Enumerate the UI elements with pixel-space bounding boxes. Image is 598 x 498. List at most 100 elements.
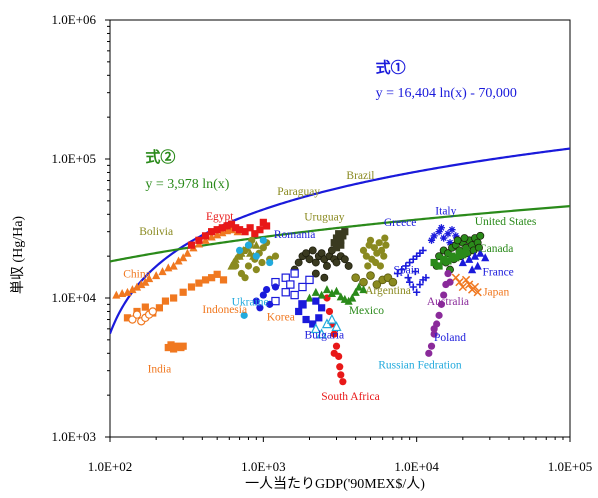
- point-canada: [459, 251, 467, 259]
- y-tick-label: 1.0E+03: [51, 429, 96, 444]
- point-spain: [422, 274, 430, 282]
- point-mexico: [359, 285, 368, 294]
- point-korea: [259, 291, 267, 299]
- y-tick-label: 1.0E+06: [51, 12, 96, 27]
- point-brazil: [380, 252, 388, 260]
- point-france: [468, 265, 477, 274]
- x-tick-label: 1.0E+03: [241, 459, 286, 474]
- point-mexico: [336, 292, 345, 301]
- point-egypt: [218, 224, 226, 232]
- point-south-africa: [339, 378, 347, 386]
- point-russian-fedration: [331, 321, 342, 332]
- point-italy: [435, 228, 443, 236]
- label-brazil: Brazil: [346, 170, 374, 182]
- point-australia: [444, 269, 452, 278]
- point-uruguay-sq: [337, 241, 345, 249]
- point-japan: [473, 288, 482, 297]
- label-uruguay: Uruguay: [304, 212, 344, 224]
- point-egypt: [227, 220, 236, 228]
- point-paraguay: [241, 246, 249, 255]
- point-indonesia: [161, 297, 170, 305]
- point-uruguay-sq: [330, 239, 338, 247]
- point-australia: [430, 325, 438, 333]
- data-points: [112, 218, 490, 386]
- point-australia: [446, 278, 454, 286]
- point-united-states: [476, 231, 485, 240]
- point-brazil: [359, 246, 368, 255]
- point-france: [458, 258, 467, 267]
- point-united-states: [453, 236, 462, 245]
- point-bulgaria: [312, 297, 320, 305]
- point-uruguay: [340, 255, 349, 264]
- point-china: [201, 235, 210, 244]
- point-mexico: [332, 286, 341, 295]
- point-canada: [452, 254, 460, 262]
- point-uruguay: [294, 258, 303, 267]
- point-spain: [413, 288, 421, 296]
- point-china: [207, 232, 216, 241]
- point-egypt: [246, 224, 254, 232]
- equation-label-1: 式①: [376, 58, 406, 76]
- point-greece: [393, 269, 402, 278]
- point-china: [158, 267, 167, 276]
- point-italy: [437, 224, 446, 232]
- point-south-africa: [330, 330, 338, 338]
- point-romania: [271, 296, 280, 306]
- label-france: France: [483, 267, 514, 279]
- point-egypt: [241, 228, 249, 236]
- point-mexico: [327, 288, 336, 297]
- label-spain: Spain: [394, 265, 420, 277]
- point-china: [213, 230, 222, 239]
- point-greece: [419, 246, 427, 255]
- point-romania: [286, 280, 295, 289]
- label-india: India: [148, 364, 172, 376]
- point-egypt: [232, 224, 240, 232]
- point-egypt: [208, 228, 216, 236]
- point-italy: [440, 234, 448, 242]
- point-brazil: [375, 239, 383, 247]
- point-greece: [404, 274, 412, 282]
- point-paraguay: [271, 252, 280, 260]
- point-uruguay: [311, 269, 320, 278]
- x-axis-label: 一人当たりGDP('90MEX$/人): [245, 476, 425, 492]
- point-mexico: [317, 290, 326, 299]
- label-egypt: Egypt: [206, 211, 234, 223]
- point-spain: [416, 280, 424, 289]
- point-romania: [305, 275, 314, 285]
- label-greece: Greece: [384, 217, 417, 229]
- point-russian-fedration: [310, 323, 321, 334]
- point-spain: [409, 283, 417, 291]
- point-bulgaria: [298, 300, 307, 308]
- point-ukraine: [240, 311, 248, 319]
- point-japan: [458, 282, 467, 292]
- point-russian-fedration: [316, 328, 327, 339]
- label-australia: Australia: [427, 296, 469, 308]
- point-uruguay: [311, 258, 320, 267]
- point-indonesia: [123, 314, 132, 322]
- point-bulgaria: [302, 315, 310, 324]
- point-greece: [411, 267, 419, 276]
- point-china: [174, 256, 183, 265]
- point-egypt: [235, 226, 244, 234]
- label-korea: Korea: [267, 311, 295, 323]
- point-ukraine: [244, 241, 253, 249]
- point-south-africa: [332, 342, 341, 350]
- point-greece: [398, 266, 406, 274]
- point-japan: [461, 275, 471, 285]
- point-south-africa: [337, 371, 345, 379]
- point-france: [465, 254, 474, 263]
- point-italy: [452, 232, 460, 240]
- label-south-africa: South Africa: [321, 391, 379, 403]
- point-romania: [281, 273, 290, 282]
- point-brazil: [382, 241, 390, 249]
- point-india: [179, 342, 187, 350]
- point-france: [476, 248, 485, 257]
- label-mexico: Mexico: [349, 305, 384, 317]
- point-mexico: [311, 287, 320, 296]
- point-china: [183, 248, 192, 257]
- equation-labels: 式① y = 16,404 ln(x) - 70,000 式② y = 3,978 l…: [145, 58, 517, 191]
- point-ukraine: [259, 236, 267, 244]
- point-canada: [440, 255, 448, 263]
- point-italy: [430, 232, 438, 240]
